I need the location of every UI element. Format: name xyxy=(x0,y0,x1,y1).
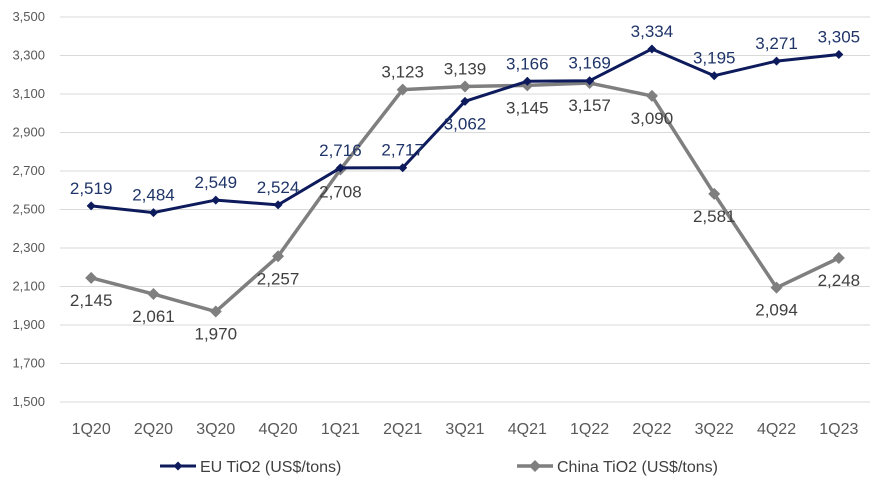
y-tick-label: 2,700 xyxy=(12,163,45,178)
data-label: 2,716 xyxy=(319,141,362,160)
y-tick-label: 1,500 xyxy=(12,394,45,409)
x-tick-label: 2Q22 xyxy=(632,421,671,438)
grid-lines xyxy=(60,16,870,403)
data-label: 2,061 xyxy=(132,307,175,326)
y-tick-label: 1,700 xyxy=(12,356,45,371)
series-marker xyxy=(147,288,160,301)
series-marker xyxy=(148,208,158,218)
data-label: 3,139 xyxy=(444,59,487,78)
series-marker xyxy=(708,187,721,200)
data-label: 2,549 xyxy=(194,173,237,192)
x-tick-label: 3Q20 xyxy=(196,421,235,438)
y-tick-label: 2,100 xyxy=(12,279,45,294)
series-marker xyxy=(398,163,408,173)
data-label: 3,166 xyxy=(506,54,549,73)
data-label: 2,248 xyxy=(818,271,861,290)
y-tick-label: 3,500 xyxy=(12,9,45,24)
data-label: 1,970 xyxy=(194,325,237,344)
data-label: 2,484 xyxy=(132,186,175,205)
series-marker xyxy=(273,200,283,210)
y-tick-label: 2,300 xyxy=(12,240,45,255)
series-marker xyxy=(832,252,845,265)
series-marker xyxy=(460,96,470,106)
series-marker xyxy=(834,50,844,60)
y-tick-label: 2,500 xyxy=(12,202,45,217)
data-label: 3,090 xyxy=(631,109,674,128)
series-marker xyxy=(209,305,222,318)
series-marker xyxy=(396,83,409,96)
y-tick-label: 3,100 xyxy=(12,86,45,101)
x-tick-label: 4Q20 xyxy=(259,421,298,438)
series-marker xyxy=(770,281,783,294)
data-label: 3,305 xyxy=(818,28,861,47)
x-tick-label: 1Q20 xyxy=(72,421,111,438)
data-label: 3,334 xyxy=(631,22,674,41)
data-label: 2,581 xyxy=(693,207,736,226)
legend-label: EU TiO2 (US$/tons) xyxy=(200,459,341,476)
y-tick-label: 2,900 xyxy=(12,125,45,140)
data-label: 3,062 xyxy=(444,114,487,133)
series-marker xyxy=(272,250,285,263)
x-tick-label: 1Q21 xyxy=(321,421,360,438)
data-label: 3,195 xyxy=(693,49,736,68)
legend-swatch-marker xyxy=(529,460,541,472)
data-label: 2,524 xyxy=(257,178,300,197)
y-axis-ticks: 1,500 1,700 1,900 2,100 2,300 2,500 2,700 2,900… xyxy=(12,9,45,409)
data-label: 2,257 xyxy=(257,269,300,288)
x-tick-label: 1Q23 xyxy=(819,421,858,438)
legend: EU TiO2 (US$/tons) China TiO2 (US$/tons) xyxy=(160,459,718,476)
series-marker xyxy=(522,76,532,86)
data-label: 2,717 xyxy=(381,141,424,160)
data-label: 2,519 xyxy=(70,179,113,198)
data-label: 2,708 xyxy=(319,182,362,201)
x-tick-label: 2Q21 xyxy=(383,421,422,438)
series-marker xyxy=(85,271,98,284)
series-marker xyxy=(585,76,595,86)
x-tick-label: 4Q22 xyxy=(757,421,796,438)
x-tick-label: 4Q21 xyxy=(508,421,547,438)
series-marker xyxy=(772,56,782,66)
series-marker xyxy=(335,163,345,173)
data-label: 3,169 xyxy=(568,54,611,73)
y-tick-label: 1,900 xyxy=(12,317,45,332)
legend-label: China TiO2 (US$/tons) xyxy=(557,459,718,476)
legend-swatch-marker xyxy=(173,461,183,471)
data-label: 3,123 xyxy=(381,63,424,82)
series-marker xyxy=(647,44,657,54)
data-label: 3,157 xyxy=(568,96,611,115)
series-marker xyxy=(709,71,719,81)
data-label: 2,145 xyxy=(70,291,113,310)
series-marker xyxy=(459,80,471,93)
y-tick-label: 3,300 xyxy=(12,48,45,63)
data-label: 3,271 xyxy=(755,34,798,53)
series-marker xyxy=(211,195,221,205)
series-marker xyxy=(645,89,658,102)
x-tick-label: 1Q22 xyxy=(570,421,609,438)
data-labels: 2,519 2,484 2,549 2,524 2,716 2,717 3,062 3,166… xyxy=(70,22,860,344)
x-tick-label: 3Q21 xyxy=(445,421,484,438)
data-label: 3,145 xyxy=(506,98,549,117)
x-axis-ticks: 1Q20 2Q20 3Q20 4Q20 1Q21 2Q21 3Q21 4Q21 1Q22 2Q22… xyxy=(72,421,859,438)
series-marker xyxy=(86,201,96,211)
series-layer xyxy=(85,44,845,318)
x-tick-label: 3Q22 xyxy=(695,421,734,438)
data-label: 2,094 xyxy=(755,301,798,320)
x-tick-label: 2Q20 xyxy=(134,421,173,438)
